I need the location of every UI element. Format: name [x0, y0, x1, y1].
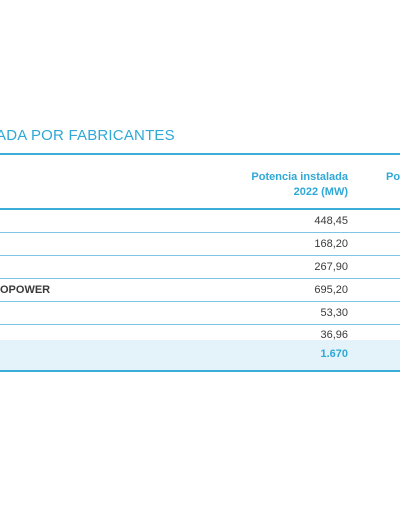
- table-top-rule: [0, 153, 400, 155]
- row-value: 448,45: [314, 215, 348, 227]
- table-row: 267,90: [0, 256, 400, 279]
- table-row: 168,20: [0, 233, 400, 256]
- row-separator: [0, 232, 400, 233]
- total-row: 1.670: [0, 340, 400, 370]
- row-separator: [0, 278, 400, 279]
- row-value: 695,20: [314, 284, 348, 296]
- table-title: ADA POR FABRICANTES: [0, 127, 175, 144]
- table-header-rule: [0, 208, 400, 210]
- row-value: 53,30: [320, 307, 348, 319]
- row-separator: [0, 324, 400, 325]
- table-bottom-rule: [0, 370, 400, 372]
- table-row: OPOWER 695,20: [0, 279, 400, 302]
- row-separator: [0, 301, 400, 302]
- row-value: 267,90: [314, 261, 348, 273]
- table-row: 448,45: [0, 210, 400, 233]
- total-value: 1.670: [320, 348, 348, 360]
- column-header-line: 2022 (MW): [293, 186, 348, 198]
- row-value: 168,20: [314, 238, 348, 250]
- table-row: 36,96: [0, 317, 400, 341]
- row-value: 36,96: [320, 329, 348, 341]
- row-name: OPOWER: [0, 284, 51, 296]
- column-header-next: Po: [386, 171, 400, 183]
- table-row: 53,30: [0, 302, 400, 325]
- column-header-installed-power: Potencia instalada 2022 (MW): [251, 170, 348, 200]
- row-separator: [0, 255, 400, 256]
- column-header-line: Potencia instalada: [251, 171, 348, 183]
